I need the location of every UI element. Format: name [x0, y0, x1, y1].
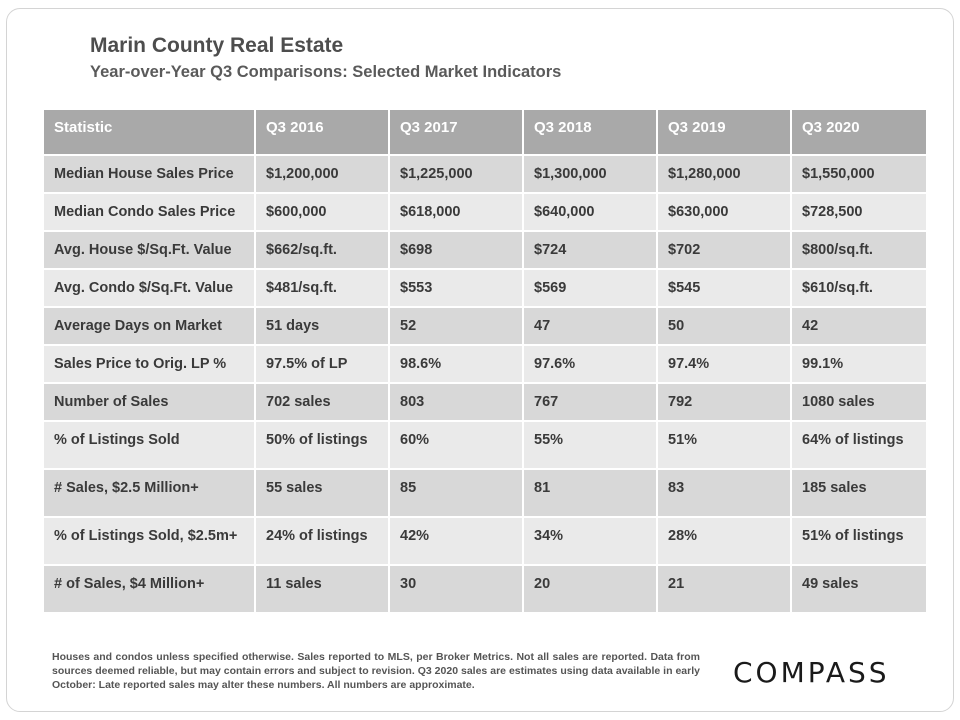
table-cell: $630,000	[656, 192, 792, 232]
table-cell: 83	[656, 468, 792, 518]
table-cell: 99.1%	[790, 344, 928, 384]
row-label: Median House Sales Price	[42, 154, 256, 194]
row-label: Average Days on Market	[42, 306, 256, 346]
table-cell: 803	[388, 382, 524, 422]
table-row: Average Days on Market 51 days 52 47 50 …	[42, 306, 928, 346]
table-row: % of Listings Sold, $2.5m+ 24% of listin…	[42, 516, 928, 566]
table-cell: 52	[388, 306, 524, 346]
table-cell: 50	[656, 306, 792, 346]
table-cell: 42%	[388, 516, 524, 566]
table-cell: $1,225,000	[388, 154, 524, 194]
table-cell: 97.5% of LP	[254, 344, 390, 384]
table-cell: 185 sales	[790, 468, 928, 518]
table-cell: 49 sales	[790, 564, 928, 614]
table-row: Median House Sales Price $1,200,000 $1,2…	[42, 154, 928, 194]
table-cell: 702 sales	[254, 382, 390, 422]
table-cell: 98.6%	[388, 344, 524, 384]
table-cell: $618,000	[388, 192, 524, 232]
table-cell: $698	[388, 230, 524, 270]
column-header-q3-2020: Q3 2020	[790, 108, 928, 156]
table-cell: 34%	[522, 516, 658, 566]
table-cell: 55 sales	[254, 468, 390, 518]
table-cell: 97.6%	[522, 344, 658, 384]
table-cell: $662/sq.ft.	[254, 230, 390, 270]
table-cell: 97.4%	[656, 344, 792, 384]
table-cell: 30	[388, 564, 524, 614]
row-label: % of Listings Sold, $2.5m+	[42, 516, 256, 566]
table-cell: $640,000	[522, 192, 658, 232]
table-cell: $1,550,000	[790, 154, 928, 194]
table-cell: $728,500	[790, 192, 928, 232]
table-cell: 11 sales	[254, 564, 390, 614]
row-label: Sales Price to Orig. LP %	[42, 344, 256, 384]
table-cell: $553	[388, 268, 524, 308]
column-header-q3-2017: Q3 2017	[388, 108, 524, 156]
table-cell: 21	[656, 564, 792, 614]
table-cell: $702	[656, 230, 792, 270]
row-label: Avg. Condo $/Sq.Ft. Value	[42, 268, 256, 308]
table-cell: $1,300,000	[522, 154, 658, 194]
column-header-statistic: Statistic	[42, 108, 256, 156]
table-cell: 792	[656, 382, 792, 422]
compass-logo: COMPASS	[733, 656, 890, 689]
column-header-q3-2018: Q3 2018	[522, 108, 658, 156]
market-indicators-table: Statistic Q3 2016 Q3 2017 Q3 2018 Q3 201…	[42, 108, 928, 614]
table-cell: 51 days	[254, 306, 390, 346]
table-cell: $545	[656, 268, 792, 308]
table-row: Number of Sales 702 sales 803 767 792 10…	[42, 382, 928, 422]
table-cell: 28%	[656, 516, 792, 566]
footnote-disclaimer: Houses and condos unless specified other…	[52, 651, 700, 691]
table-cell: 51% of listings	[790, 516, 928, 566]
table-cell: $1,280,000	[656, 154, 792, 194]
table-cell: $481/sq.ft.	[254, 268, 390, 308]
table-cell: $600,000	[254, 192, 390, 232]
table-cell: 42	[790, 306, 928, 346]
table-header-row: Statistic Q3 2016 Q3 2017 Q3 2018 Q3 201…	[42, 108, 928, 156]
table-row: % of Listings Sold 50% of listings 60% 5…	[42, 420, 928, 470]
page-subtitle: Year-over-Year Q3 Comparisons: Selected …	[90, 63, 562, 81]
table-cell: 20	[522, 564, 658, 614]
table-cell: $800/sq.ft.	[790, 230, 928, 270]
table-cell: $724	[522, 230, 658, 270]
table-cell: 51%	[656, 420, 792, 470]
row-label: % of Listings Sold	[42, 420, 256, 470]
row-label: Avg. House $/Sq.Ft. Value	[42, 230, 256, 270]
table-cell: $610/sq.ft.	[790, 268, 928, 308]
table-cell: 47	[522, 306, 658, 346]
table-row: # Sales, $2.5 Million+ 55 sales 85 81 83…	[42, 468, 928, 518]
table-cell: 81	[522, 468, 658, 518]
table-cell: 24% of listings	[254, 516, 390, 566]
column-header-q3-2016: Q3 2016	[254, 108, 390, 156]
table-cell: $569	[522, 268, 658, 308]
row-label: Median Condo Sales Price	[42, 192, 256, 232]
row-label: # of Sales, $4 Million+	[42, 564, 256, 614]
table-cell: 50% of listings	[254, 420, 390, 470]
table-row: Avg. Condo $/Sq.Ft. Value $481/sq.ft. $5…	[42, 268, 928, 308]
table-cell: 60%	[388, 420, 524, 470]
table-row: Median Condo Sales Price $600,000 $618,0…	[42, 192, 928, 232]
table-cell: 1080 sales	[790, 382, 928, 422]
table-cell: 85	[388, 468, 524, 518]
table-cell: 767	[522, 382, 658, 422]
table-row: Avg. House $/Sq.Ft. Value $662/sq.ft. $6…	[42, 230, 928, 270]
table-cell: 64% of listings	[790, 420, 928, 470]
table-row: Sales Price to Orig. LP % 97.5% of LP 98…	[42, 344, 928, 384]
column-header-q3-2019: Q3 2019	[656, 108, 792, 156]
table-cell: 55%	[522, 420, 658, 470]
table-row: # of Sales, $4 Million+ 11 sales 30 20 2…	[42, 564, 928, 614]
row-label: # Sales, $2.5 Million+	[42, 468, 256, 518]
page-title: Marin County Real Estate	[90, 34, 344, 57]
row-label: Number of Sales	[42, 382, 256, 422]
table-cell: $1,200,000	[254, 154, 390, 194]
